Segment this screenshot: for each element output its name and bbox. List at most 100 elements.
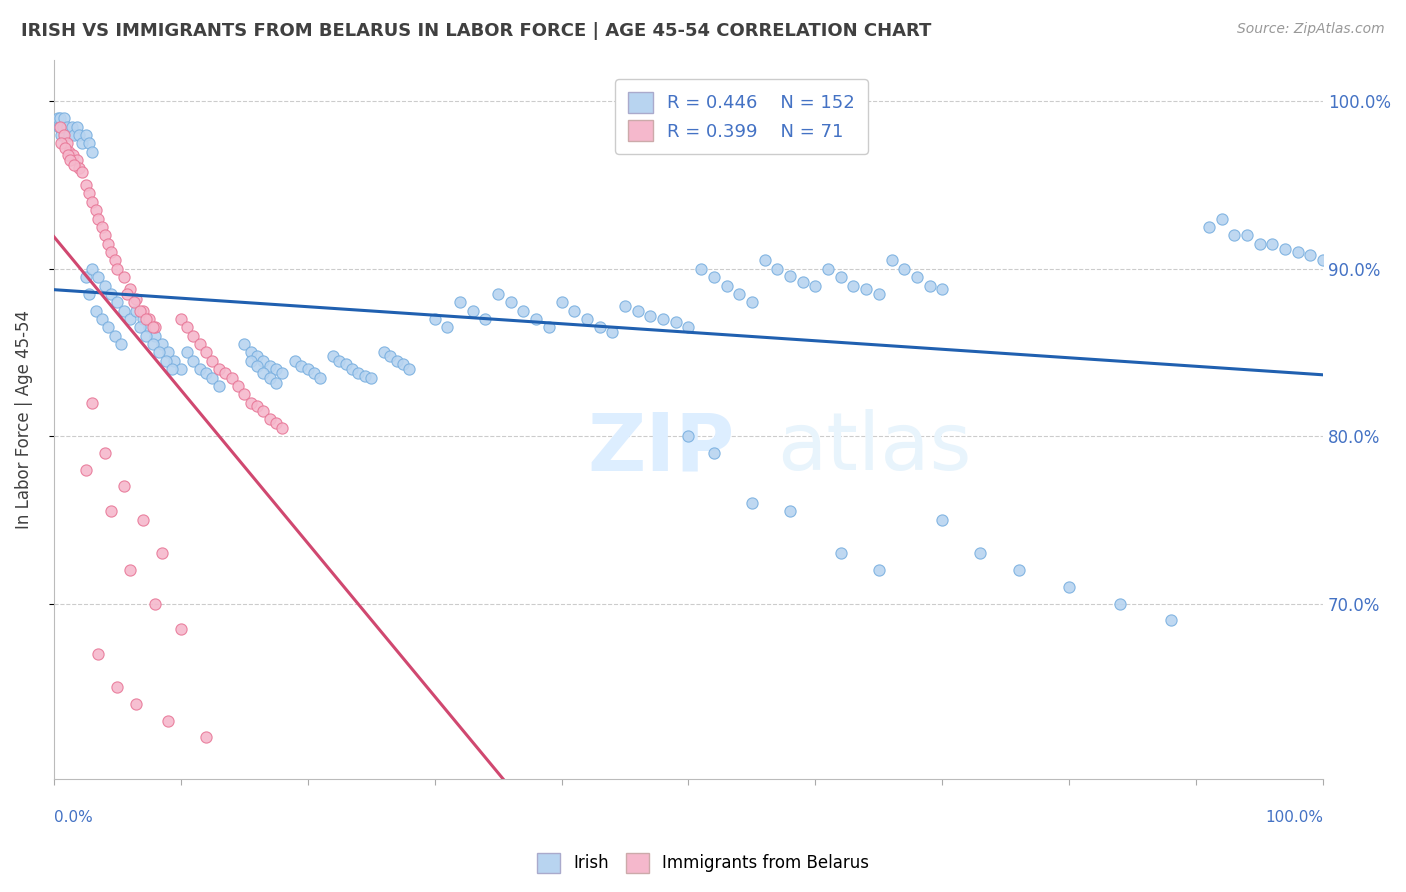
Point: [779, 268, 801, 283]
Text: Source: ZipAtlas.com: Source: ZipAtlas.com: [1237, 22, 1385, 37]
Point: [640, 309, 662, 323]
Point: [524, 312, 547, 326]
Point: [297, 362, 319, 376]
Point: [239, 345, 262, 359]
Point: [309, 370, 332, 384]
Point: [170, 362, 193, 376]
Point: [91, 312, 114, 326]
Point: [55, 120, 77, 134]
Point: [87, 647, 110, 661]
Point: [100, 245, 122, 260]
Point: [830, 270, 852, 285]
Point: [259, 359, 281, 373]
Legend: R = 0.446    N = 152, R = 0.399    N = 71: R = 0.446 N = 152, R = 0.399 N = 71: [614, 79, 868, 153]
Point: [195, 366, 218, 380]
Point: [100, 504, 122, 518]
Point: [340, 362, 363, 376]
Point: [931, 513, 953, 527]
Point: [855, 282, 877, 296]
Point: [392, 357, 415, 371]
Point: [259, 412, 281, 426]
Point: [284, 354, 307, 368]
Point: [183, 354, 205, 368]
Point: [93, 228, 115, 243]
Point: [373, 345, 395, 359]
Point: [125, 303, 148, 318]
Point: [97, 320, 120, 334]
Point: [804, 278, 827, 293]
Point: [905, 270, 928, 285]
Point: [562, 303, 585, 318]
Point: [233, 387, 256, 401]
Point: [602, 326, 624, 340]
Point: [195, 731, 218, 745]
Point: [423, 312, 446, 326]
Point: [122, 295, 145, 310]
Point: [176, 320, 198, 334]
Point: [512, 303, 534, 318]
Point: [575, 312, 598, 326]
Point: [239, 354, 262, 368]
Point: [84, 203, 107, 218]
Point: [703, 446, 725, 460]
Point: [70, 136, 93, 151]
Point: [51, 136, 73, 151]
Point: [135, 328, 157, 343]
Point: [264, 416, 287, 430]
Point: [1211, 211, 1233, 226]
Point: [87, 270, 110, 285]
Point: [97, 236, 120, 251]
Point: [170, 622, 193, 636]
Point: [868, 286, 890, 301]
Point: [1286, 245, 1309, 260]
Point: [93, 278, 115, 293]
Point: [84, 303, 107, 318]
Point: [138, 320, 160, 334]
Point: [665, 315, 688, 329]
Point: [328, 354, 350, 368]
Point: [766, 261, 789, 276]
Point: [110, 337, 132, 351]
Point: [163, 354, 186, 368]
Point: [246, 359, 269, 373]
Point: [118, 563, 141, 577]
Point: [80, 145, 103, 159]
Point: [104, 328, 127, 343]
Point: [271, 366, 294, 380]
Point: [148, 345, 170, 359]
Point: [66, 120, 89, 134]
Point: [380, 349, 402, 363]
Point: [105, 261, 128, 276]
Point: [46, 111, 69, 125]
Point: [754, 253, 776, 268]
Point: [1223, 228, 1246, 243]
Point: [188, 337, 211, 351]
Point: [58, 145, 80, 159]
Point: [66, 153, 89, 167]
Point: [176, 345, 198, 359]
Point: [221, 370, 243, 384]
Point: [398, 362, 420, 376]
Point: [63, 128, 86, 142]
Point: [385, 354, 408, 368]
Point: [779, 504, 801, 518]
Point: [79, 286, 101, 301]
Text: ZIP: ZIP: [586, 409, 734, 487]
Point: [1198, 219, 1220, 234]
Text: 0.0%: 0.0%: [53, 811, 93, 825]
Point: [868, 563, 890, 577]
Point: [93, 446, 115, 460]
Point: [155, 354, 177, 368]
Point: [264, 376, 287, 390]
Point: [449, 295, 471, 310]
Point: [1160, 613, 1182, 627]
Point: [1312, 253, 1334, 268]
Point: [690, 261, 713, 276]
Point: [112, 303, 135, 318]
Point: [75, 128, 97, 142]
Point: [214, 366, 236, 380]
Point: [62, 148, 84, 162]
Point: [118, 312, 141, 326]
Point: [678, 320, 700, 334]
Point: [53, 111, 76, 125]
